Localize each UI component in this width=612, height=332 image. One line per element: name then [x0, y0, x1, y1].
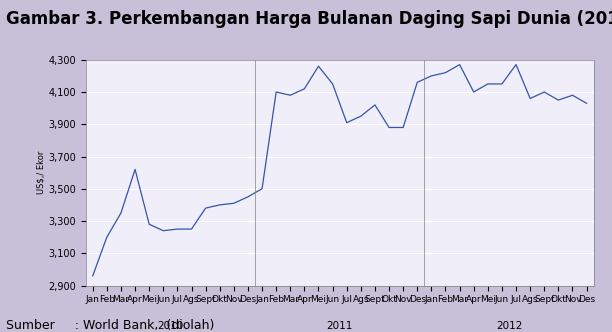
Text: 2011: 2011	[326, 321, 353, 331]
Text: 2010: 2010	[157, 321, 184, 331]
Text: Sumber     : World Bank,  (diolah): Sumber : World Bank, (diolah)	[6, 319, 214, 332]
Text: 2012: 2012	[496, 321, 522, 331]
Y-axis label: US$,/ Ekor: US$,/ Ekor	[37, 151, 45, 194]
Text: Gambar 3. Perkembangan Harga Bulanan Daging Sapi Dunia (2010-2012): Gambar 3. Perkembangan Harga Bulanan Dag…	[6, 10, 612, 28]
